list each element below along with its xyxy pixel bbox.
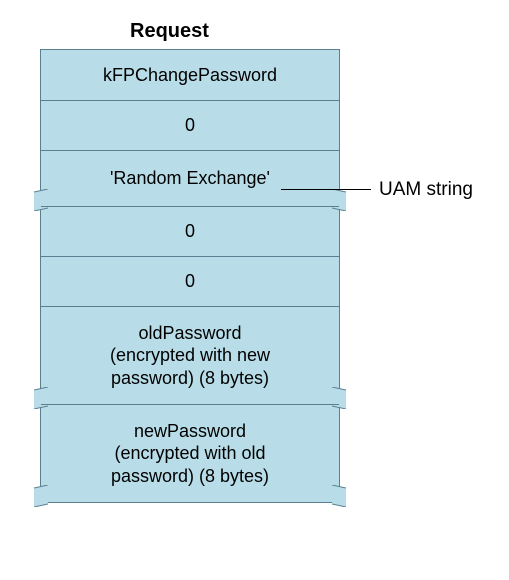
callout-line xyxy=(281,189,371,190)
block-row: oldPassword (encrypted with new password… xyxy=(41,306,339,404)
block-row: 0 xyxy=(41,100,339,150)
row-text: 0 xyxy=(185,114,195,137)
request-diagram: Request kFPChangePassword 0 'Random Exchan… xyxy=(20,20,509,503)
block-row: 0 xyxy=(41,206,339,256)
row-text: newPassword (encrypted with old password… xyxy=(111,420,269,488)
block-row: newPassword (encrypted with old password… xyxy=(41,404,339,502)
variable-length-notch xyxy=(332,485,346,507)
row-text: 0 xyxy=(185,220,195,243)
row-text: 'Random Exchange' xyxy=(110,167,270,190)
block-row: kFPChangePassword xyxy=(41,50,339,100)
diagram-title: Request xyxy=(130,20,509,43)
callout-label: UAM string xyxy=(379,178,473,202)
uam-string-callout: UAM string xyxy=(281,178,473,202)
row-text: 0 xyxy=(185,270,195,293)
variable-length-notch xyxy=(34,485,48,507)
block-row: 'Random Exchange' UAM string xyxy=(41,150,339,206)
request-block: kFPChangePassword 0 'Random Exchange' UAM … xyxy=(40,49,340,503)
row-text: kFPChangePassword xyxy=(103,64,277,87)
block-row: 0 xyxy=(41,256,339,306)
row-text: oldPassword (encrypted with new password… xyxy=(110,322,270,390)
